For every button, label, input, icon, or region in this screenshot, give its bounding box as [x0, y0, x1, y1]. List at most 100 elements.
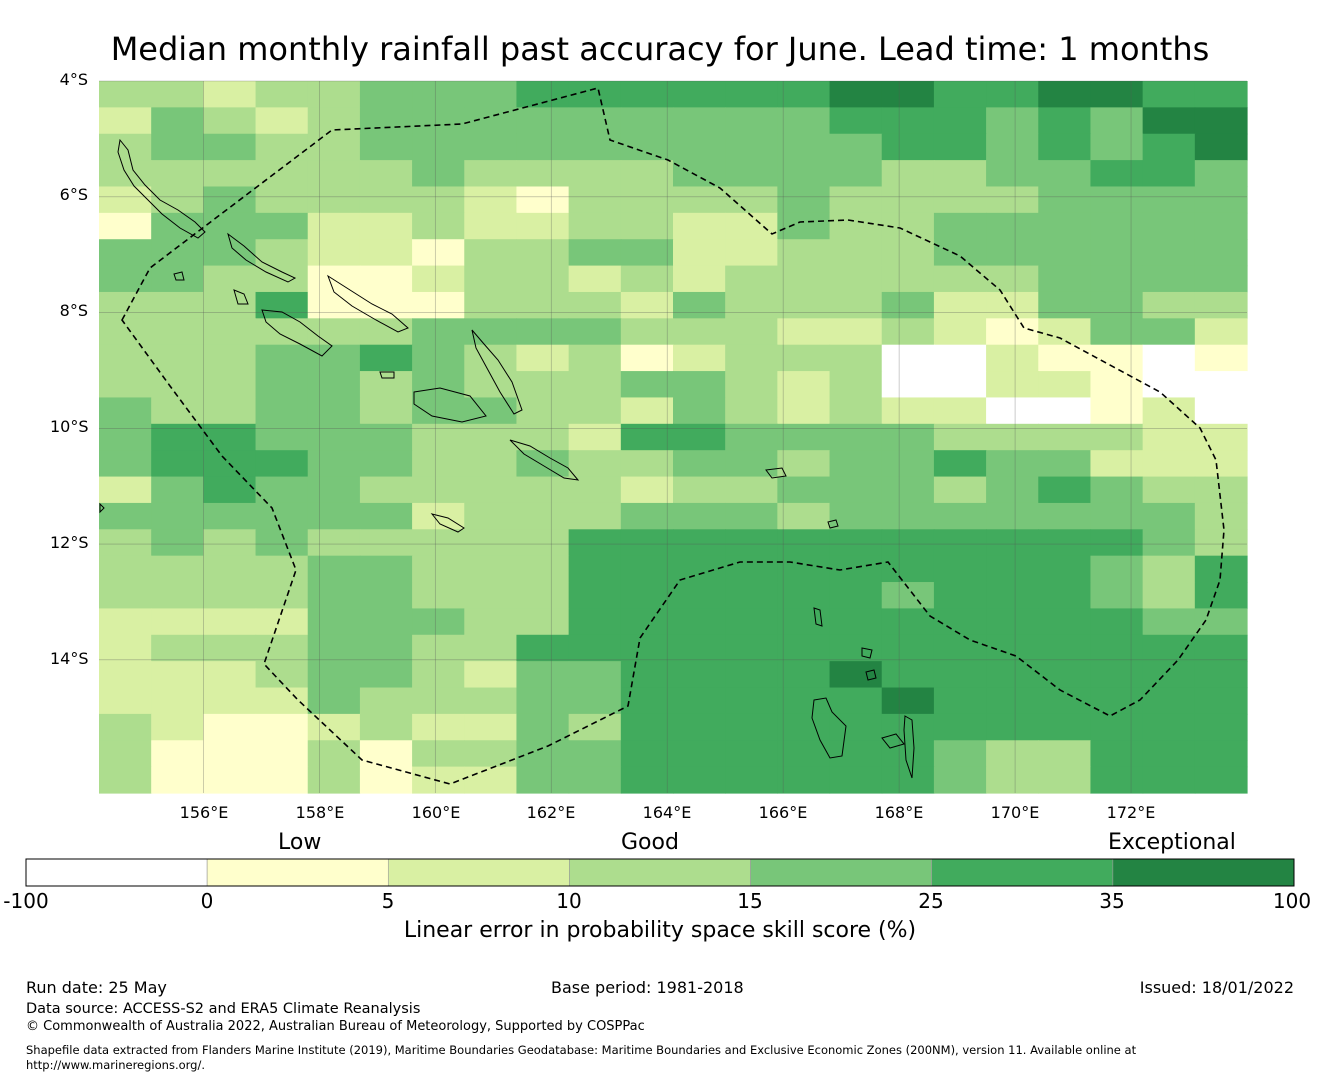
- grid-cell: [933, 371, 987, 399]
- efate-island: [903, 715, 915, 779]
- grid-cell: [359, 502, 413, 530]
- grid-cell: [725, 529, 778, 557]
- grid-cell: [1038, 291, 1092, 319]
- grid-cell: [307, 502, 361, 530]
- grid-cell: [307, 634, 361, 662]
- grid-cell: [516, 265, 570, 293]
- grid-cell: [986, 687, 1039, 715]
- grid-cell: [1038, 371, 1092, 399]
- grid-cell: [464, 81, 518, 108]
- grid-cell: [359, 291, 413, 319]
- grid-cell: [255, 160, 309, 188]
- grid-cell: [464, 582, 518, 610]
- grid-cell: [151, 634, 204, 662]
- santa-isabel-island: [327, 274, 409, 333]
- grid-cell: [516, 239, 570, 267]
- grid-cell: [99, 371, 152, 399]
- grid-cell: [620, 713, 674, 741]
- grid-cell: [1090, 186, 1144, 214]
- grid-cell: [151, 582, 204, 610]
- grid-cell: [203, 529, 257, 557]
- grid-cell: [986, 450, 1039, 478]
- grid-cell: [725, 582, 778, 610]
- grid-cell: [203, 582, 257, 610]
- grid-cell: [829, 133, 883, 161]
- grid-cell: [412, 582, 465, 610]
- grid-cell: [255, 502, 309, 530]
- grid-cell: [1090, 661, 1144, 689]
- lat-label-14s: 14°S: [50, 649, 89, 668]
- grid-cell: [829, 450, 883, 478]
- grid-cell: [673, 476, 726, 504]
- colorbar-segment: [750, 858, 933, 887]
- solomon-islands-eez: [121, 87, 1225, 785]
- grid-cell: [151, 766, 204, 794]
- grid-cell: [725, 502, 778, 530]
- espiritu-santo-island: [811, 697, 847, 759]
- grid-cell: [777, 423, 831, 451]
- grid-cell: [151, 687, 204, 715]
- grid-cell: [673, 450, 726, 478]
- grid-cell: [359, 160, 413, 188]
- grid-cell: [359, 318, 413, 346]
- grid-cell: [568, 582, 622, 610]
- grid-cell: [568, 186, 622, 214]
- grid-cell: [203, 555, 257, 583]
- grid-cell: [986, 186, 1039, 214]
- grid-cell: [516, 344, 570, 372]
- grid-cell: [933, 766, 987, 794]
- grid-cell: [933, 160, 987, 188]
- grid-cell: [151, 661, 204, 689]
- grid-cell: [881, 661, 935, 689]
- grid-cell: [1142, 186, 1196, 214]
- grid-cell: [986, 582, 1039, 610]
- grid-cell: [307, 160, 361, 188]
- grid-cell: [1090, 318, 1144, 346]
- grid-cell: [986, 766, 1039, 794]
- grid-cell: [1038, 634, 1092, 662]
- grid-cell: [99, 687, 152, 715]
- lon-label-166e: 166°E: [758, 803, 808, 822]
- grid-cell: [933, 450, 987, 478]
- grid-cell: [412, 186, 465, 214]
- grid-cell: [568, 423, 622, 451]
- grid-cell: [829, 107, 883, 135]
- shapefile-url: http://www.marineregions.org/.: [26, 1058, 205, 1072]
- grid-cell: [516, 661, 570, 689]
- grid-cell: [1194, 423, 1248, 451]
- grid-cell: [203, 397, 257, 425]
- grid-cell: [881, 397, 935, 425]
- grid-cell: [673, 661, 726, 689]
- grid-cell: [255, 107, 309, 135]
- grid-cell: [881, 634, 935, 662]
- grid-cell: [307, 212, 361, 240]
- grid-cell: [516, 291, 570, 319]
- grid-cell: [1194, 529, 1248, 557]
- colorbar-tick: 10: [556, 889, 582, 913]
- lon-label-160e: 160°E: [411, 803, 461, 822]
- grid-cell: [1142, 502, 1196, 530]
- grid-cell: [1038, 265, 1092, 293]
- grid-cell: [151, 608, 204, 636]
- grid-cell: [412, 160, 465, 188]
- grid-cell: [1194, 766, 1248, 794]
- grid-cell: [359, 476, 413, 504]
- grid-cell: [568, 81, 622, 108]
- grid-cell: [1038, 212, 1092, 240]
- grid-cell: [151, 160, 204, 188]
- grid-cell: [1142, 107, 1196, 135]
- grid-cell: [1142, 634, 1196, 662]
- grid-cell: [1194, 713, 1248, 741]
- grid-cell: [464, 740, 518, 768]
- grid-cell: [829, 423, 883, 451]
- grid-cell: [933, 608, 987, 636]
- grid-cell: [99, 318, 152, 346]
- grid-cell: [986, 740, 1039, 768]
- grid-cell: [620, 740, 674, 768]
- grid-cell: [777, 582, 831, 610]
- grid-cell: [359, 661, 413, 689]
- grid-cell: [99, 608, 152, 636]
- grid-cell: [307, 608, 361, 636]
- grid-cell: [777, 212, 831, 240]
